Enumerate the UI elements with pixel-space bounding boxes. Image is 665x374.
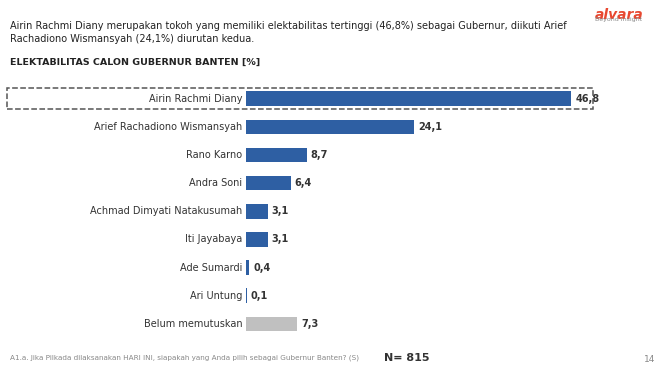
Text: 0,4: 0,4 bbox=[253, 263, 270, 273]
Bar bbox=[246, 91, 571, 106]
Bar bbox=[246, 204, 267, 219]
Text: N= 815: N= 815 bbox=[384, 353, 430, 364]
Bar bbox=[246, 260, 249, 275]
Text: Belum memutuskan: Belum memutuskan bbox=[144, 319, 243, 329]
Text: Andra Soni: Andra Soni bbox=[190, 178, 243, 188]
Bar bbox=[246, 148, 307, 162]
Text: A1.a. Jika Pilkada dilaksanakan HARI INI, siapakah yang Anda pilih sebagai Guber: A1.a. Jika Pilkada dilaksanakan HARI INI… bbox=[10, 355, 359, 361]
Text: Beyond Insight: Beyond Insight bbox=[595, 17, 642, 22]
Text: Ade Sumardi: Ade Sumardi bbox=[180, 263, 243, 273]
Text: Rano Karno: Rano Karno bbox=[186, 150, 243, 160]
Text: 24,1: 24,1 bbox=[418, 122, 442, 132]
Text: 8,7: 8,7 bbox=[311, 150, 328, 160]
Bar bbox=[246, 120, 414, 134]
Text: 6,4: 6,4 bbox=[295, 178, 312, 188]
Text: 46,8: 46,8 bbox=[576, 94, 600, 104]
Bar bbox=[246, 317, 297, 331]
Text: 7,3: 7,3 bbox=[301, 319, 319, 329]
Text: 14: 14 bbox=[644, 355, 655, 364]
Text: Achmad Dimyati Natakusumah: Achmad Dimyati Natakusumah bbox=[90, 206, 243, 216]
Bar bbox=[246, 288, 247, 303]
Text: alvara: alvara bbox=[595, 8, 644, 22]
Text: ELEKTABILITAS CALON GUBERNUR BANTEN [%]: ELEKTABILITAS CALON GUBERNUR BANTEN [%] bbox=[10, 58, 260, 67]
Text: 3,1: 3,1 bbox=[272, 206, 289, 216]
Text: Airin Rachmi Diany: Airin Rachmi Diany bbox=[149, 94, 243, 104]
Text: Arief Rachadiono Wismansyah: Arief Rachadiono Wismansyah bbox=[94, 122, 243, 132]
Text: Rachadiono Wismansyah (24,1%) diurutan kedua.: Rachadiono Wismansyah (24,1%) diurutan k… bbox=[10, 34, 254, 44]
Bar bbox=[246, 176, 291, 190]
Text: Iti Jayabaya: Iti Jayabaya bbox=[186, 234, 243, 245]
Text: Airin Rachmi Diany merupakan tokoh yang memiliki elektabilitas tertinggi (46,8%): Airin Rachmi Diany merupakan tokoh yang … bbox=[10, 21, 567, 31]
Text: 0,1: 0,1 bbox=[251, 291, 268, 301]
Text: 3,1: 3,1 bbox=[272, 234, 289, 245]
Text: Ari Untung: Ari Untung bbox=[190, 291, 243, 301]
Bar bbox=[246, 232, 267, 247]
